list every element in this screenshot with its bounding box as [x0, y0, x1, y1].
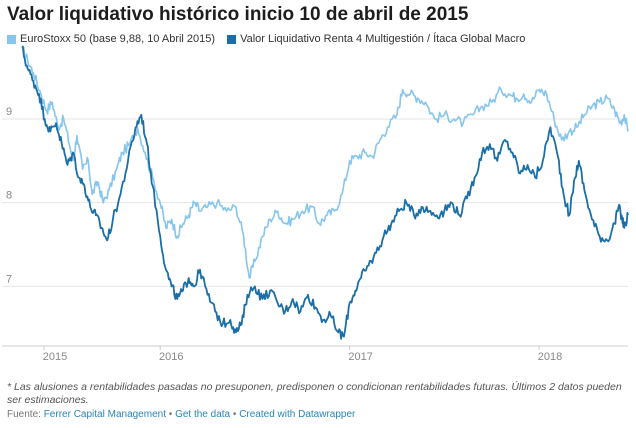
x-tick-label: 2016: [159, 351, 183, 363]
chart-title: Valor liquidativo histórico inicio 10 de…: [7, 4, 469, 25]
series-line-fund: [21, 46, 629, 340]
source-line: Fuente: Ferrer Capital Management • Get …: [7, 409, 355, 420]
legend-item-fund: Valor Liquidativo Renta 4 Multigestión /…: [227, 33, 525, 45]
y-tick-label: 8: [6, 190, 12, 202]
series-lines: [21, 45, 629, 340]
y-tick-label: 9: [6, 106, 12, 118]
x-tick-label: 2017: [348, 351, 372, 363]
axis-labels: 7 8 9 2015 2016 2017 2018: [6, 106, 562, 363]
grid-lines: [2, 118, 628, 350]
y-tick-label: 7: [6, 273, 12, 285]
source-sep-1: •: [168, 409, 173, 420]
legend-swatch-fund: [227, 34, 237, 44]
series-line-eurostoxx: [21, 45, 629, 279]
source-name-link[interactable]: Ferrer Capital Management: [43, 409, 166, 420]
source-sep-2: •: [232, 409, 237, 420]
legend-label-eurostoxx: EuroStoxx 50 (base 9,88, 10 Abril 2015): [20, 33, 216, 45]
source-label: Fuente:: [7, 409, 41, 420]
footnote: * Las alusiones a rentabilidades pasadas…: [7, 381, 622, 406]
x-tick-label: 2015: [43, 351, 67, 363]
legend-label-fund: Valor Liquidativo Renta 4 Multigestión /…: [240, 33, 526, 45]
legend: EuroStoxx 50 (base 9,88, 10 Abril 2015) …: [7, 33, 525, 45]
x-tick-label: 2018: [538, 351, 562, 363]
legend-swatch-eurostoxx: [7, 34, 16, 44]
datawrapper-link[interactable]: Created with Datawrapper: [239, 409, 356, 420]
legend-item-eurostoxx: EuroStoxx 50 (base 9,88, 10 Abril 2015): [7, 33, 215, 45]
get-data-link[interactable]: Get the data: [175, 409, 231, 420]
